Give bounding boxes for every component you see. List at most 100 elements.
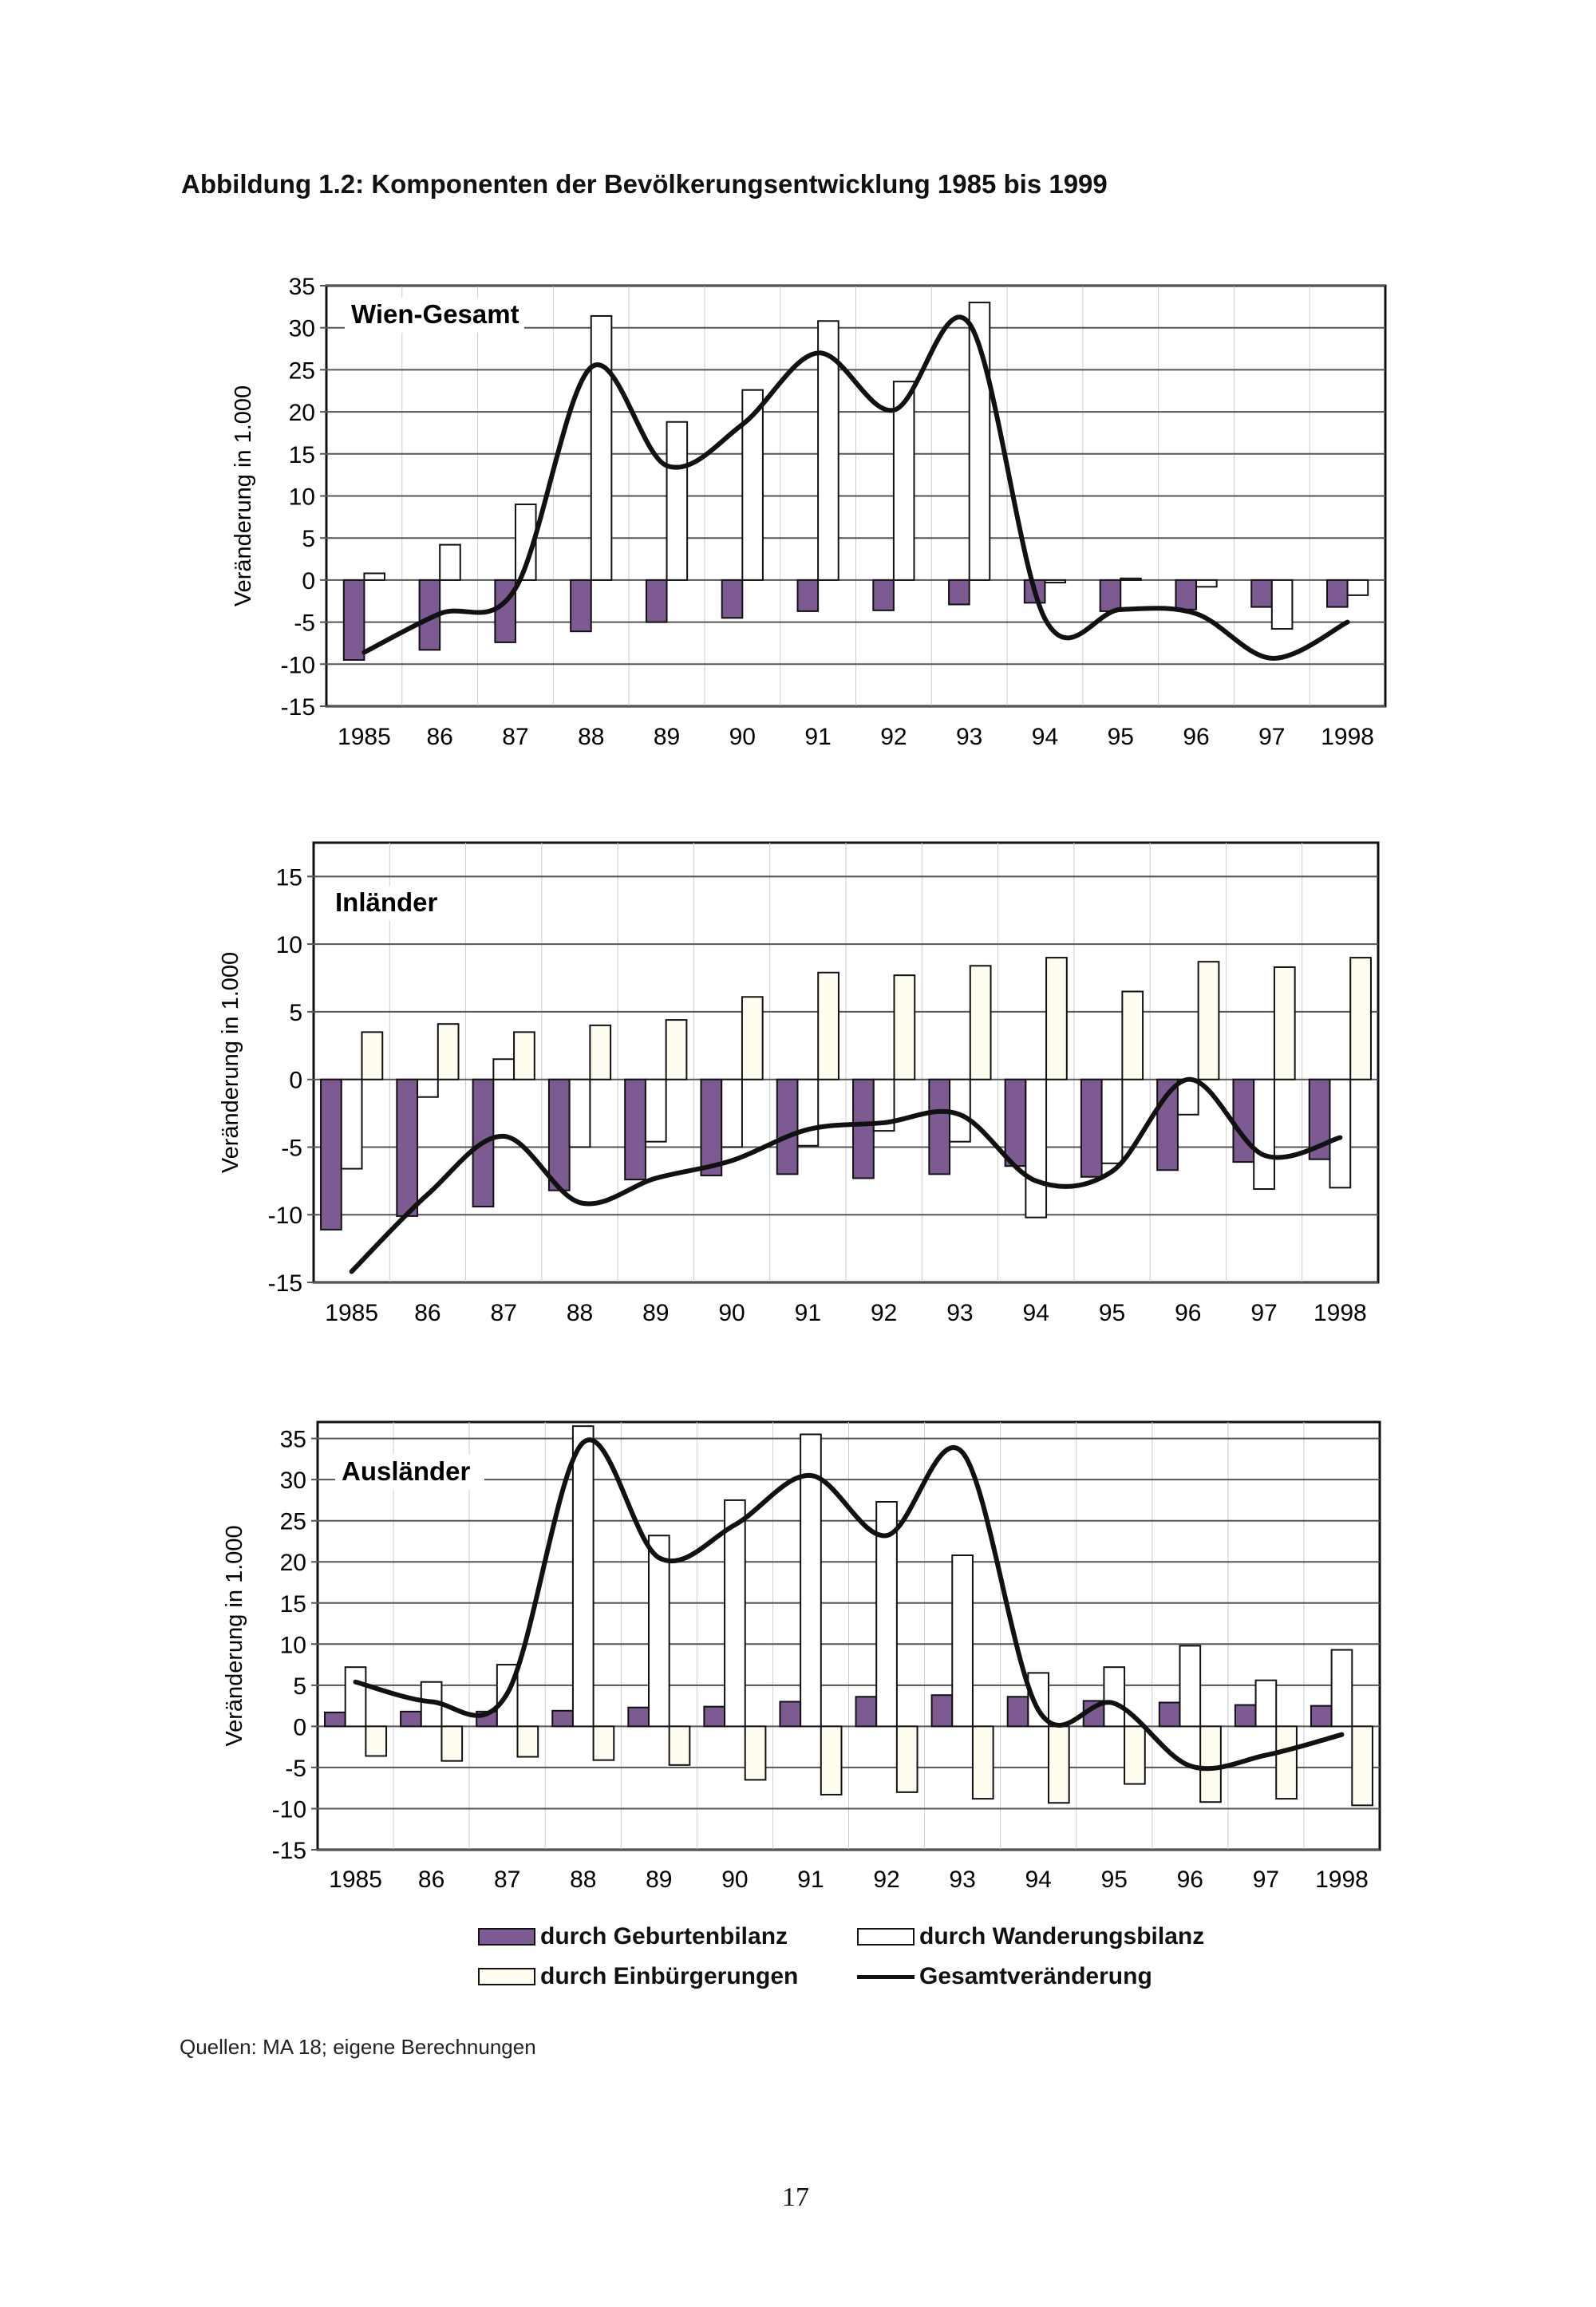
- bar-wanderung: [1254, 1679, 1278, 1728]
- y-tick-label: -5: [294, 610, 315, 637]
- x-tick-label: 95: [1099, 1300, 1125, 1326]
- bar-wanderung: [817, 320, 839, 581]
- bar-einbuergerung: [895, 1725, 918, 1793]
- bar-wanderung: [417, 1078, 439, 1098]
- bar-wanderung: [1329, 1078, 1352, 1189]
- bar-einbuergerung: [365, 1725, 388, 1757]
- source-note: Quellen: MA 18; eigene Berechnungen: [180, 2035, 536, 2059]
- y-tick-label: -10: [281, 652, 315, 678]
- bar-wanderung: [951, 1554, 974, 1728]
- y-tick-label: 20: [280, 1550, 306, 1576]
- legend-swatch-wanderung: [857, 1928, 915, 1946]
- x-tick-label: 96: [1177, 1867, 1203, 1893]
- bar-geburten: [342, 579, 365, 662]
- x-tick-label: 95: [1108, 724, 1134, 750]
- bar-geburten: [551, 1709, 574, 1728]
- x-tick-label: 90: [718, 1300, 745, 1326]
- x-tick-label: 92: [873, 1867, 899, 1893]
- y-tick-label: 10: [280, 1632, 306, 1658]
- bar-einbuergerung: [1121, 990, 1144, 1080]
- y-tick-label: -5: [285, 1756, 306, 1782]
- bar-geburten: [855, 1696, 878, 1728]
- x-tick-label: 93: [956, 724, 982, 750]
- y-axis-label: Veränderung in 1.000: [231, 385, 256, 606]
- bar-einbuergerung: [668, 1725, 691, 1766]
- bar-geburten: [320, 1078, 342, 1231]
- x-tick-label: 88: [570, 1867, 596, 1893]
- bar-geburten: [1158, 1701, 1181, 1728]
- bar-wanderung: [1025, 1078, 1048, 1219]
- legend-label: Gesamtveränderung: [919, 1963, 1152, 1989]
- bar-geburten: [776, 1078, 799, 1175]
- y-tick-label: 0: [302, 568, 315, 595]
- y-tick-label: 15: [280, 1591, 306, 1618]
- bar-geburten: [928, 1078, 951, 1175]
- chart-title: Ausländer: [342, 1456, 471, 1486]
- x-tick-label: 87: [494, 1867, 520, 1893]
- line-gesamtveraenderung: [353, 1437, 1345, 1772]
- legend-item-geburten: durch Geburtenbilanz: [478, 1923, 788, 1950]
- bar-wanderung: [1253, 1078, 1275, 1191]
- bar-wanderung: [796, 1078, 820, 1147]
- bar-geburten: [624, 1078, 646, 1181]
- bar-einbuergerung: [440, 1725, 464, 1762]
- y-tick-label: 20: [289, 400, 315, 426]
- y-tick-label: 5: [302, 526, 315, 552]
- y-tick-label: 10: [289, 484, 315, 511]
- legend-swatch-line: [857, 1974, 915, 1979]
- x-tick-label: 91: [797, 1867, 824, 1893]
- y-axis-label: Veränderung in 1.000: [218, 952, 243, 1173]
- bar-wanderung: [1044, 579, 1067, 584]
- y-tick-label: 25: [289, 358, 315, 384]
- bar-geburten: [1310, 1705, 1333, 1728]
- bar-einbuergerung: [1273, 966, 1296, 1080]
- bar-geburten: [703, 1705, 726, 1728]
- bar-wanderung: [1346, 579, 1369, 596]
- bar-einbuergerung: [1349, 957, 1372, 1080]
- y-tick-label: 30: [289, 316, 315, 342]
- bar-wanderung: [1330, 1649, 1353, 1728]
- bar-einbuergerung: [1197, 961, 1220, 1080]
- bar-einbuergerung: [1048, 1725, 1070, 1804]
- bar-einbuergerung: [820, 1725, 843, 1795]
- bar-geburten: [721, 579, 744, 619]
- x-tick-label: 94: [1023, 1300, 1049, 1326]
- chart-title: Inländer: [335, 887, 438, 917]
- bar-wanderung: [1270, 579, 1294, 630]
- y-tick-label: 0: [293, 1714, 306, 1740]
- bar-wanderung: [892, 381, 915, 581]
- legend-label: durch Geburtenbilanz: [540, 1923, 788, 1949]
- x-tick-label: 97: [1253, 1867, 1279, 1893]
- page-number: 17: [782, 2183, 809, 2212]
- x-tick-label: 93: [949, 1867, 975, 1893]
- x-tick-label: 89: [646, 1867, 672, 1893]
- y-tick-label: 25: [280, 1509, 306, 1535]
- bar-geburten: [400, 1710, 422, 1728]
- legend-label: durch Einbürgerungen: [540, 1963, 799, 1989]
- bar-wanderung: [1176, 1078, 1199, 1116]
- bar-wanderung: [1100, 1078, 1124, 1164]
- y-tick-label: 35: [289, 274, 315, 300]
- y-tick-label: 5: [293, 1673, 306, 1700]
- x-tick-label: 92: [871, 1300, 897, 1326]
- x-tick-label: 1998: [1314, 1300, 1367, 1326]
- bar-geburten: [396, 1078, 419, 1217]
- bar-einbuergerung: [1351, 1725, 1373, 1807]
- bar-wanderung: [968, 302, 991, 581]
- x-tick-label: 91: [795, 1300, 821, 1326]
- x-tick-label: 1998: [1315, 1867, 1369, 1893]
- bar-einbuergerung: [893, 974, 916, 1080]
- bar-wanderung: [590, 314, 613, 581]
- x-tick-label: 90: [729, 724, 756, 750]
- x-tick-label: 1985: [329, 1867, 382, 1893]
- chart-title-bg: [345, 298, 524, 333]
- bar-geburten: [1326, 579, 1349, 608]
- bar-wanderung: [666, 421, 689, 581]
- y-tick-label: 5: [289, 1000, 302, 1026]
- bar-geburten: [852, 1078, 875, 1179]
- legend-label: durch Wanderungsbilanz: [919, 1923, 1205, 1949]
- y-tick-label: 35: [280, 1427, 306, 1453]
- x-tick-label: 96: [1175, 1300, 1201, 1326]
